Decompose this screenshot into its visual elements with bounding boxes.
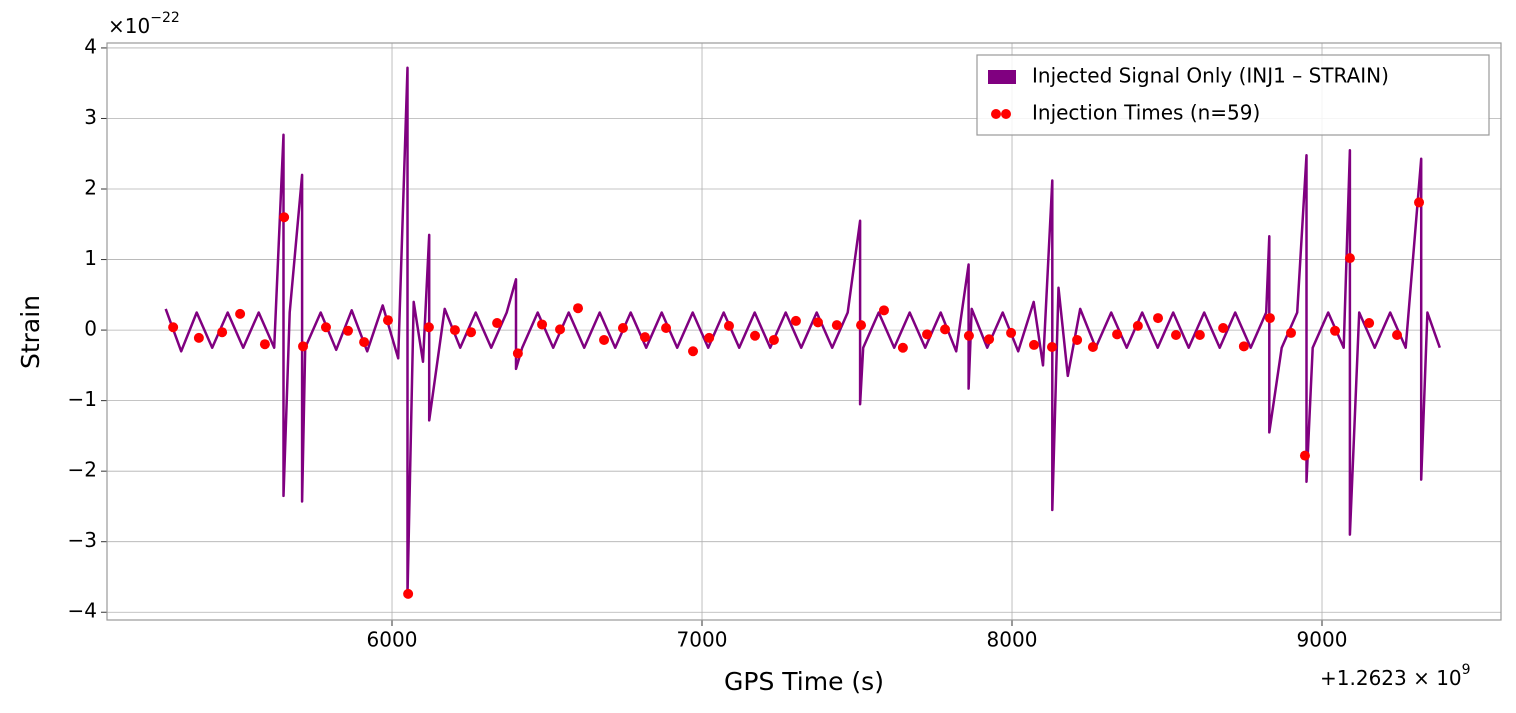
injection-point — [940, 324, 951, 335]
injection-point — [688, 346, 699, 357]
injection-point — [963, 330, 974, 341]
injection-point — [512, 348, 523, 359]
x-tick-label: 7000 — [677, 628, 728, 652]
injection-point — [573, 303, 584, 314]
injection-point — [856, 320, 867, 331]
y-axis-label: Strain — [16, 295, 45, 369]
injection-point — [342, 325, 353, 336]
injection-point — [492, 318, 503, 329]
plot-frame — [106, 42, 1502, 621]
injection-point — [1414, 197, 1425, 208]
injection-point — [1112, 329, 1123, 340]
injection-point — [922, 329, 933, 340]
y-offset-label: ×10−22 — [108, 10, 180, 38]
injection-point — [449, 325, 460, 336]
injection-point — [661, 322, 672, 333]
injection-point — [235, 308, 246, 319]
injection-point — [599, 334, 610, 345]
injection-point — [1170, 330, 1181, 341]
injection-point — [750, 330, 761, 341]
injection-point — [790, 315, 801, 326]
injection-point — [403, 588, 414, 599]
y-tick-label: 2 — [84, 176, 97, 200]
legend-marker — [991, 109, 1001, 119]
injection-point — [168, 322, 179, 333]
x-offset-label: +1.2623 × 109 — [1320, 662, 1471, 690]
y-tick-label: −3 — [68, 528, 97, 552]
legend-swatch — [988, 70, 1016, 84]
injection-point — [1264, 313, 1275, 324]
injection-point — [1344, 253, 1355, 264]
injection-point — [382, 315, 393, 326]
y-tick-label: −1 — [68, 387, 97, 411]
y-tick-label: −2 — [68, 458, 97, 482]
injection-point — [1153, 313, 1164, 324]
x-tick-label: 6000 — [367, 628, 418, 652]
y-tick-label: 0 — [84, 317, 97, 341]
injection-point — [1286, 327, 1297, 338]
injection-point — [1194, 330, 1205, 341]
injection-point — [1072, 334, 1083, 345]
injection-point — [639, 332, 650, 343]
x-offset-exponent: 9 — [1462, 662, 1471, 678]
legend-label: Injected Signal Only (INJ1 – STRAIN) — [1032, 64, 1389, 88]
injection-point — [1218, 322, 1229, 333]
injection-point — [1132, 320, 1143, 331]
injection-point — [812, 317, 823, 328]
x-tick-label: 8000 — [987, 628, 1038, 652]
injection-point — [555, 324, 566, 335]
injection-point — [1046, 342, 1057, 353]
injection-point — [1392, 330, 1403, 341]
injection-point — [897, 342, 908, 353]
y-offset-base: ×10 — [108, 14, 150, 38]
injection-point — [704, 332, 715, 343]
injection-point — [466, 327, 477, 338]
injection-point — [1238, 341, 1249, 352]
injection-point — [984, 334, 995, 345]
injection-point — [1330, 325, 1341, 336]
x-axis-label: GPS Time (s) — [724, 667, 884, 696]
y-tick-label: 4 — [84, 34, 97, 58]
injection-point — [320, 322, 331, 333]
legend-marker — [1001, 109, 1011, 119]
legend-box — [976, 54, 1490, 136]
injection-point — [359, 337, 370, 348]
signal-line — [164, 66, 1441, 596]
injection-point — [1006, 327, 1017, 338]
injection-point — [423, 322, 434, 333]
injection-point — [878, 305, 889, 316]
legend-label: Injection Times (n=59) — [1032, 101, 1260, 125]
y-tick-label: 1 — [84, 246, 97, 270]
y-tick-label: −4 — [68, 599, 97, 623]
injection-point — [279, 212, 290, 223]
injection-point — [1087, 342, 1098, 353]
x-offset-base: +1.2623 × 10 — [1320, 666, 1462, 690]
injection-point — [298, 341, 309, 352]
injection-point — [1029, 339, 1040, 350]
injection-point — [1299, 450, 1310, 461]
injection-point — [217, 327, 228, 338]
injection-point — [723, 320, 734, 331]
injection-point — [193, 332, 204, 343]
injection-point — [617, 322, 628, 333]
injection-point — [768, 334, 779, 345]
y-tick-label: 3 — [84, 105, 97, 129]
injection-point — [1364, 318, 1375, 329]
x-tick-label: 9000 — [1297, 628, 1348, 652]
injection-point — [537, 319, 548, 330]
injection-point — [259, 339, 270, 350]
injection-point — [831, 320, 842, 331]
y-offset-exponent: −22 — [150, 10, 180, 26]
